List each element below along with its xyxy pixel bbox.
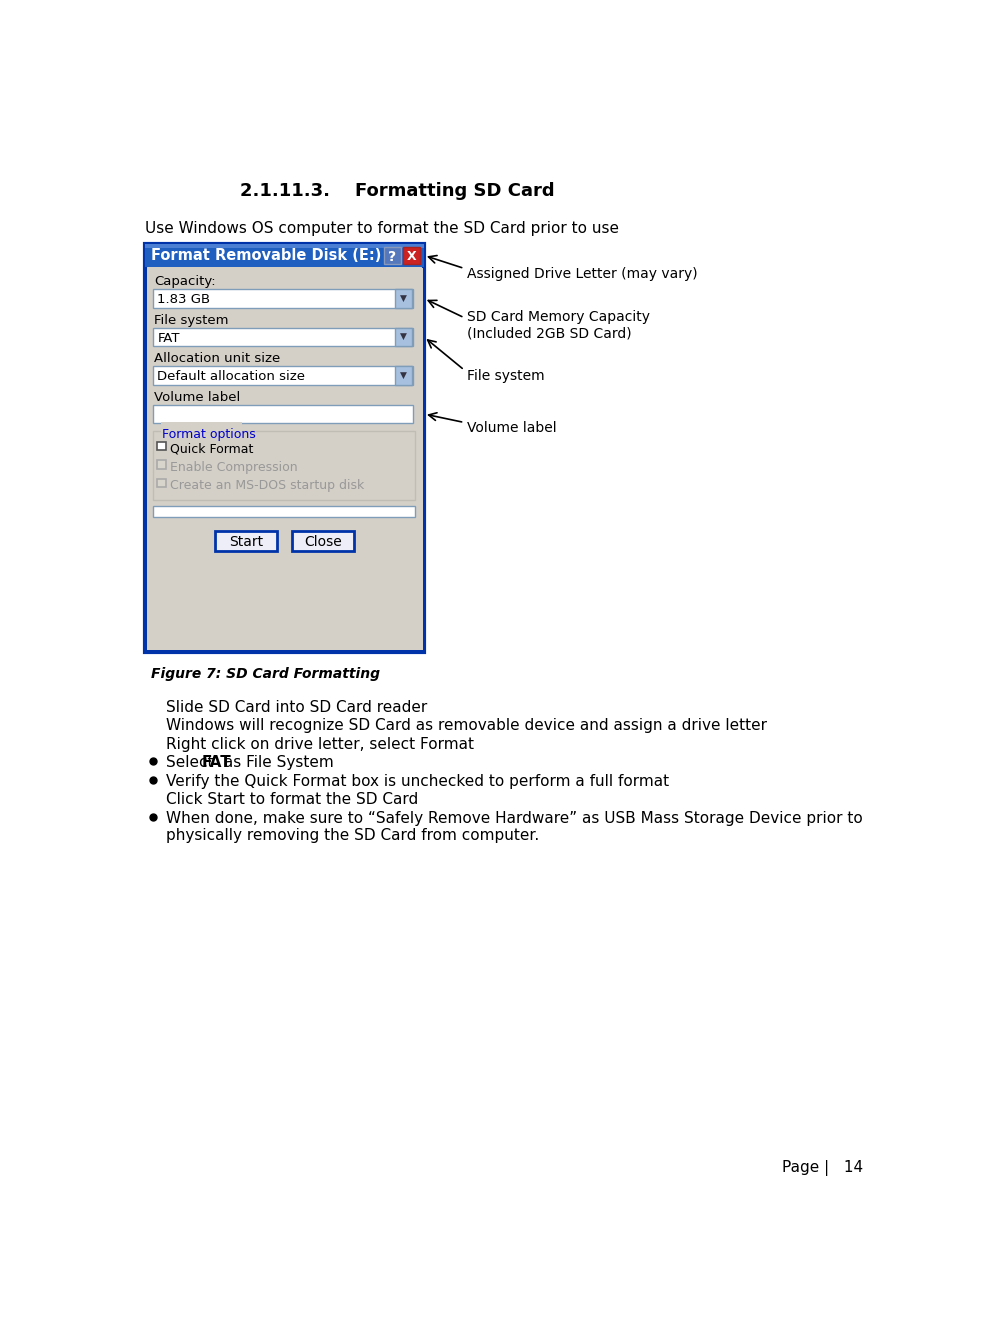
Text: FAT: FAT [201, 755, 231, 770]
Text: Close: Close [304, 534, 342, 549]
Text: Slide SD Card into SD Card reader: Slide SD Card into SD Card reader [166, 700, 427, 715]
Bar [153, 289, 413, 308]
Text: File system: File system [467, 368, 544, 383]
Text: Click Start to format the SD Card: Click Start to format the SD Card [166, 793, 418, 807]
Text: SD Card Memory Capacity
(Included 2GB SD Card): SD Card Memory Capacity (Included 2GB SD… [467, 311, 650, 340]
Text: ▼: ▼ [399, 371, 406, 380]
Text: ?: ? [387, 250, 396, 264]
FancyBboxPatch shape [215, 532, 276, 552]
Text: File system: File system [154, 313, 229, 327]
Bar [153, 404, 413, 423]
Text: Enable Compression: Enable Compression [170, 461, 297, 474]
Bar [394, 367, 411, 384]
Text: ▼: ▼ [399, 293, 406, 303]
Text: 2.1.11.3.    Formatting SD Card: 2.1.11.3. Formatting SD Card [240, 182, 554, 201]
Text: Windows will recognize SD Card as removable device and assign a drive letter: Windows will recognize SD Card as remova… [166, 718, 766, 734]
Bar [158, 442, 166, 450]
FancyBboxPatch shape [292, 532, 354, 552]
Text: Page |   14: Page | 14 [782, 1160, 863, 1176]
Text: X: X [406, 250, 416, 262]
Text: Create an MS-DOS startup disk: Create an MS-DOS startup disk [170, 479, 364, 493]
FancyBboxPatch shape [402, 246, 420, 264]
Bar [161, 422, 242, 431]
Text: as File System: as File System [219, 755, 333, 770]
Bar [145, 244, 424, 266]
Text: Volume label: Volume label [467, 420, 556, 435]
Text: Figure 7: SD Card Formatting: Figure 7: SD Card Formatting [151, 667, 380, 682]
Bar [153, 431, 414, 501]
Text: Select: Select [166, 755, 218, 770]
Bar [145, 244, 424, 652]
Text: Use Windows OS computer to format the SD Card prior to use: Use Windows OS computer to format the SD… [145, 221, 618, 236]
Text: Format Removable Disk (E:): Format Removable Disk (E:) [151, 248, 382, 262]
Text: Default allocation size: Default allocation size [158, 370, 305, 383]
Text: ▼: ▼ [399, 332, 406, 341]
Text: Start: Start [229, 534, 262, 549]
Text: Assigned Drive Letter (may vary): Assigned Drive Letter (may vary) [467, 266, 697, 281]
Bar [153, 506, 414, 517]
Text: Quick Format: Quick Format [170, 442, 253, 455]
Text: Capacity:: Capacity: [154, 276, 216, 288]
Bar [394, 289, 411, 308]
Text: Format options: Format options [162, 428, 255, 441]
Bar [394, 328, 411, 347]
Bar [147, 268, 422, 651]
Text: 1.83 GB: 1.83 GB [158, 293, 210, 307]
Text: Allocation unit size: Allocation unit size [154, 352, 280, 366]
Text: FAT: FAT [158, 332, 179, 344]
Bar [145, 244, 424, 248]
FancyBboxPatch shape [384, 246, 400, 264]
Text: Right click on drive letter, select Format: Right click on drive letter, select Form… [166, 736, 473, 751]
Text: Verify the Quick Format box is unchecked to perform a full format: Verify the Quick Format box is unchecked… [166, 774, 669, 789]
Bar [153, 328, 413, 347]
Bar [158, 478, 166, 487]
Text: When done, make sure to “Safely Remove Hardware” as USB Mass Storage Device prio: When done, make sure to “Safely Remove H… [166, 810, 862, 844]
Bar [153, 367, 413, 384]
Bar [158, 461, 166, 469]
Text: Volume label: Volume label [154, 391, 241, 404]
